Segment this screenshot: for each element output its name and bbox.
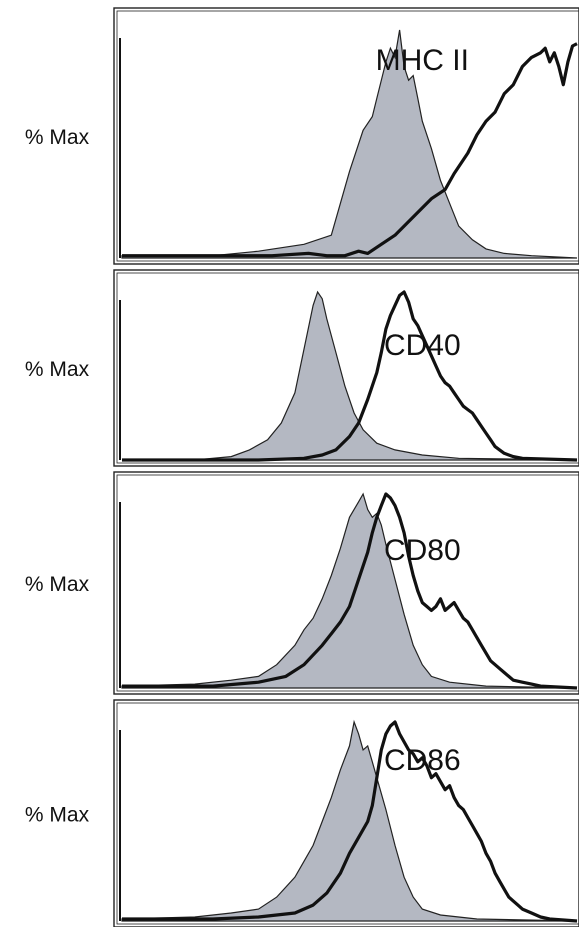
panel-frame-outer: [113, 699, 579, 927]
panel-frame-inner: [116, 474, 579, 692]
histogram-panel-cd40: CD40 % Max: [25, 269, 579, 467]
control-histogram: [122, 290, 578, 461]
sample-histogram: [122, 720, 578, 923]
panel-frame-inner: [116, 272, 579, 464]
histogram-panel-mhc-ii: MHC II % Max: [25, 7, 579, 265]
control-histogram: [121, 29, 578, 259]
y-axis-label: % Max: [25, 358, 90, 381]
panel-label: CD86: [384, 744, 461, 777]
control-histogram: [121, 492, 578, 689]
control-histogram: [121, 719, 578, 922]
y-axis-label: % Max: [25, 804, 90, 827]
panel-frame-outer: [113, 471, 579, 695]
histogram-panel-cd80: CD80 % Max: [25, 471, 579, 695]
y-axis-label: % Max: [25, 126, 90, 149]
panel-label: CD40: [384, 329, 461, 362]
panel-label: MHC II: [376, 44, 469, 77]
sample-histogram: [122, 290, 578, 462]
panel-frame-outer: [113, 7, 579, 265]
histogram-panel-cd86: CD86 % Max: [25, 699, 579, 927]
panel-frame-outer: [113, 269, 579, 467]
sample-histogram: [122, 42, 578, 258]
panels-group: MHC II % Max CD40 % Max CD80 % Max CD86 % Max: [25, 7, 579, 927]
y-axis-label: % Max: [25, 573, 90, 596]
panel-frame-inner: [116, 10, 579, 262]
panel-label: CD80: [384, 534, 461, 567]
panel-frame-inner: [116, 702, 579, 925]
sample-histogram: [122, 492, 578, 690]
